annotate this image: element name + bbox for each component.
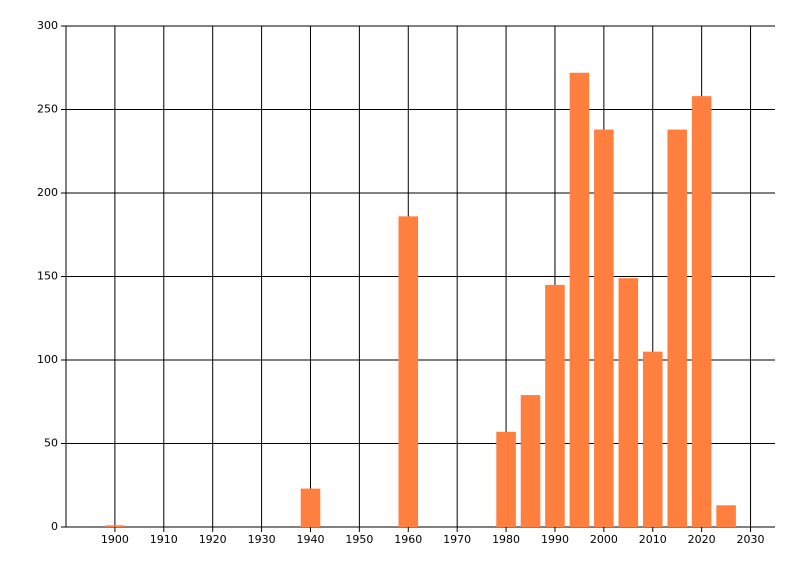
x-tick-label: 2020 [688, 533, 716, 546]
x-tick-label: 1910 [150, 533, 178, 546]
y-tick-label: 300 [37, 19, 58, 32]
bar [300, 488, 321, 527]
y-tick-label: 250 [37, 103, 58, 116]
bar [569, 72, 590, 527]
x-tick-label: 1990 [541, 533, 569, 546]
bar [496, 431, 516, 527]
bar [667, 129, 687, 528]
bar [520, 395, 541, 527]
x-tick-label: 1970 [443, 533, 471, 546]
y-tick-label: 0 [51, 520, 58, 533]
y-tick-label: 50 [44, 437, 58, 450]
bar [716, 505, 736, 527]
x-tick-label: 2000 [590, 533, 618, 546]
bar [105, 525, 125, 527]
bar [545, 284, 565, 527]
y-tick-label: 200 [37, 186, 58, 199]
y-tick-label: 150 [37, 270, 58, 283]
x-tick-label: 1940 [296, 533, 324, 546]
x-tick-label: 1920 [199, 533, 227, 546]
bar [691, 96, 712, 527]
x-tick-label: 2030 [737, 533, 765, 546]
x-tick-label: 1980 [492, 533, 520, 546]
x-tick-label: 1960 [394, 533, 422, 546]
y-tick-label: 100 [37, 353, 58, 366]
x-tick-label: 1950 [345, 533, 373, 546]
bar [618, 278, 639, 527]
x-tick-label: 1930 [248, 533, 276, 546]
bar [398, 216, 419, 527]
x-tick-label: 2010 [639, 533, 667, 546]
x-tick-label: 1900 [101, 533, 129, 546]
bar [594, 129, 614, 528]
bar [642, 351, 663, 527]
